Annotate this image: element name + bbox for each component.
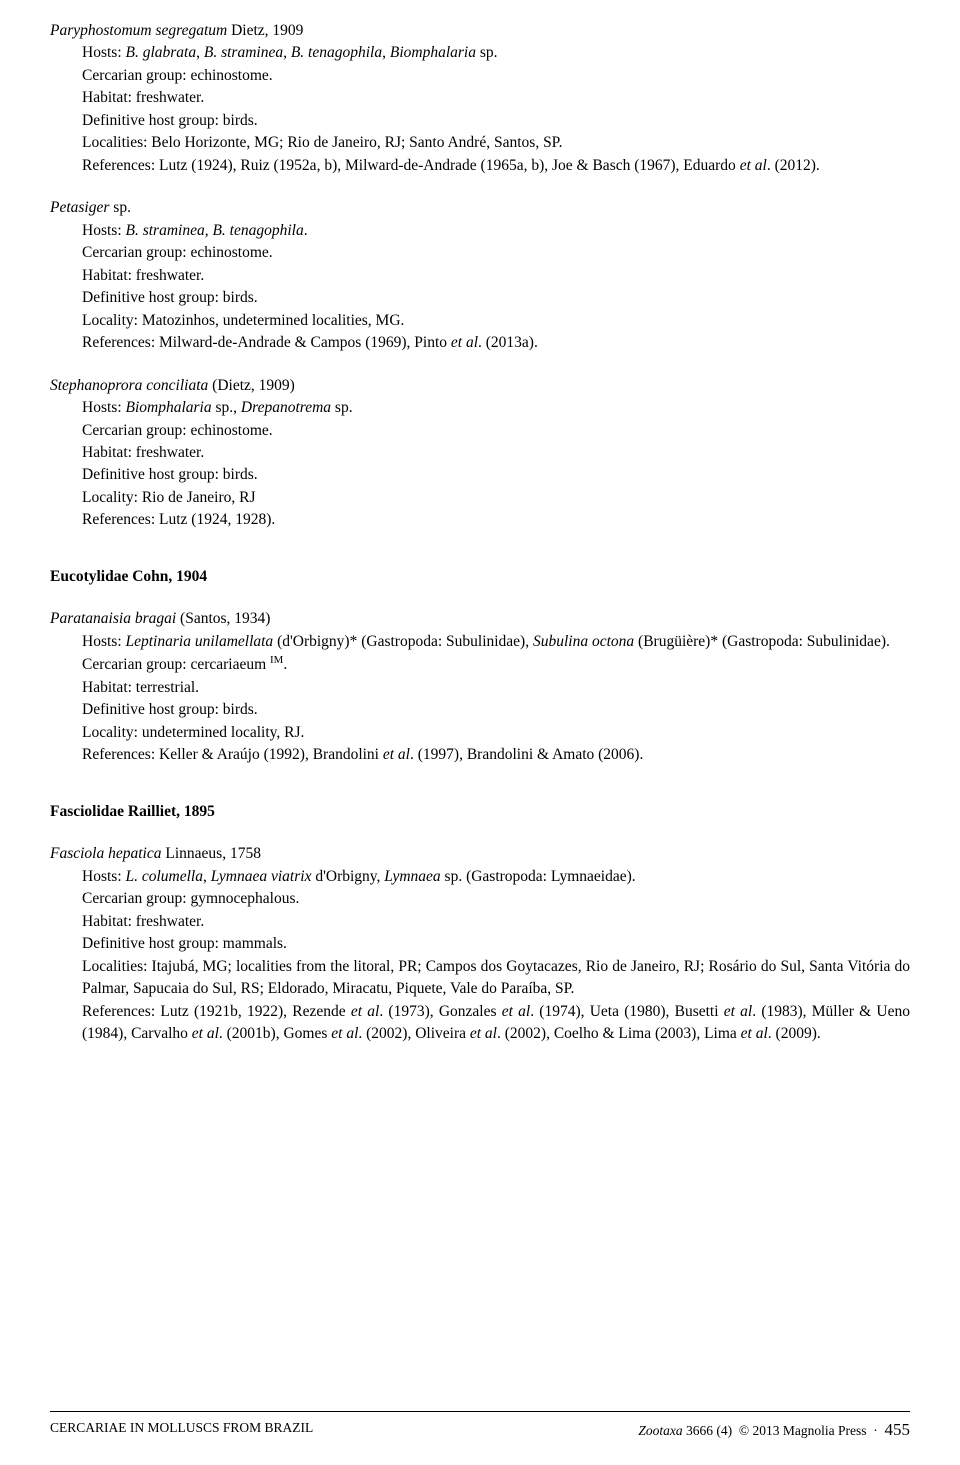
species-entry: Paryphostomum segregatum Dietz, 1909Host… [50,20,910,177]
entry-line: Habitat: freshwater. [50,265,910,287]
entries-container: Paryphostomum segregatum Dietz, 1909Host… [50,20,910,532]
species-entry: Petasiger sp.Hosts: B. straminea, B. ten… [50,197,910,354]
species-title: Paratanaisia bragai (Santos, 1934) [50,608,910,630]
entry-line: Hosts: B. glabrata, B. straminea, B. ten… [50,42,910,64]
entry-line: Definitive host group: mammals. [50,933,910,955]
entry-line: Locality: Matozinhos, undetermined local… [50,310,910,332]
entry-line: Cercarian group: cercariaeum IM. [50,653,910,677]
page-number: 455 [885,1420,911,1439]
running-head-right: Zootaxa 3666 (4) © 2013 Magnolia Press ·… [638,1418,910,1443]
entry-line: Localities: Belo Horizonte, MG; Rio de J… [50,132,910,154]
entry-line: Habitat: terrestrial. [50,677,910,699]
running-head-left: CERCARIAE IN MOLLUSCS FROM BRAZIL [50,1418,313,1443]
entry-line: Locality: undetermined locality, RJ. [50,722,910,744]
entry-line: References: Lutz (1921b, 1922), Rezende … [50,1001,910,1046]
family-heading-fasciolidae: Fasciolidae Railliet, 1895 [50,801,910,823]
entry-line: Definitive host group: birds. [50,110,910,132]
journal-name: Zootaxa [638,1423,682,1438]
species-title: Fasciola hepatica Linnaeus, 1758 [50,843,910,865]
copyright: © 2013 Magnolia Press [739,1423,867,1438]
entry-line: Localities: Itajubá, MG; localities from… [50,956,910,1001]
entry-line: Habitat: freshwater. [50,442,910,464]
entry-line: Cercarian group: echinostome. [50,420,910,442]
entry-line: Hosts: Leptinaria unilamellata (d'Orbign… [50,631,910,653]
entry-line: Definitive host group: birds. [50,464,910,486]
issue-number: 3666 (4) [686,1423,732,1438]
entry-line: Hosts: Biomphalaria sp., Drepanotrema sp… [50,397,910,419]
separator-dot: · [873,1423,878,1438]
species-entry: Stephanoprora conciliata (Dietz, 1909)Ho… [50,375,910,532]
species-title: Petasiger sp. [50,197,910,219]
entry-line: Definitive host group: birds. [50,287,910,309]
entry-line: References: Milward-de-Andrade & Campos … [50,332,910,354]
entry-line: References: Lutz (1924), Ruiz (1952a, b)… [50,155,910,177]
entry-line: Cercarian group: echinostome. [50,65,910,87]
entry-line: Definitive host group: birds. [50,699,910,721]
page: Paryphostomum segregatum Dietz, 1909Host… [0,0,960,1465]
entry-line: Habitat: freshwater. [50,911,910,933]
species-title: Paryphostomum segregatum Dietz, 1909 [50,20,910,42]
family-heading-eucotylidae: Eucotylidae Cohn, 1904 [50,566,910,588]
page-footer: CERCARIAE IN MOLLUSCS FROM BRAZIL Zootax… [50,1411,910,1443]
species-entry: Fasciola hepatica Linnaeus, 1758Hosts: L… [50,843,910,1045]
entry-line: References: Lutz (1924, 1928). [50,509,910,531]
species-title: Stephanoprora conciliata (Dietz, 1909) [50,375,910,397]
species-entry: Paratanaisia bragai (Santos, 1934)Hosts:… [50,608,910,766]
entry-line: Habitat: freshwater. [50,87,910,109]
entry-line: Locality: Rio de Janeiro, RJ [50,487,910,509]
entry-line: References: Keller & Araújo (1992), Bran… [50,744,910,766]
entry-line: Cercarian group: echinostome. [50,242,910,264]
entry-line: Hosts: L. columella, Lymnaea viatrix d'O… [50,866,910,888]
entry-line: Hosts: B. straminea, B. tenagophila. [50,220,910,242]
entry-line: Cercarian group: gymnocephalous. [50,888,910,910]
